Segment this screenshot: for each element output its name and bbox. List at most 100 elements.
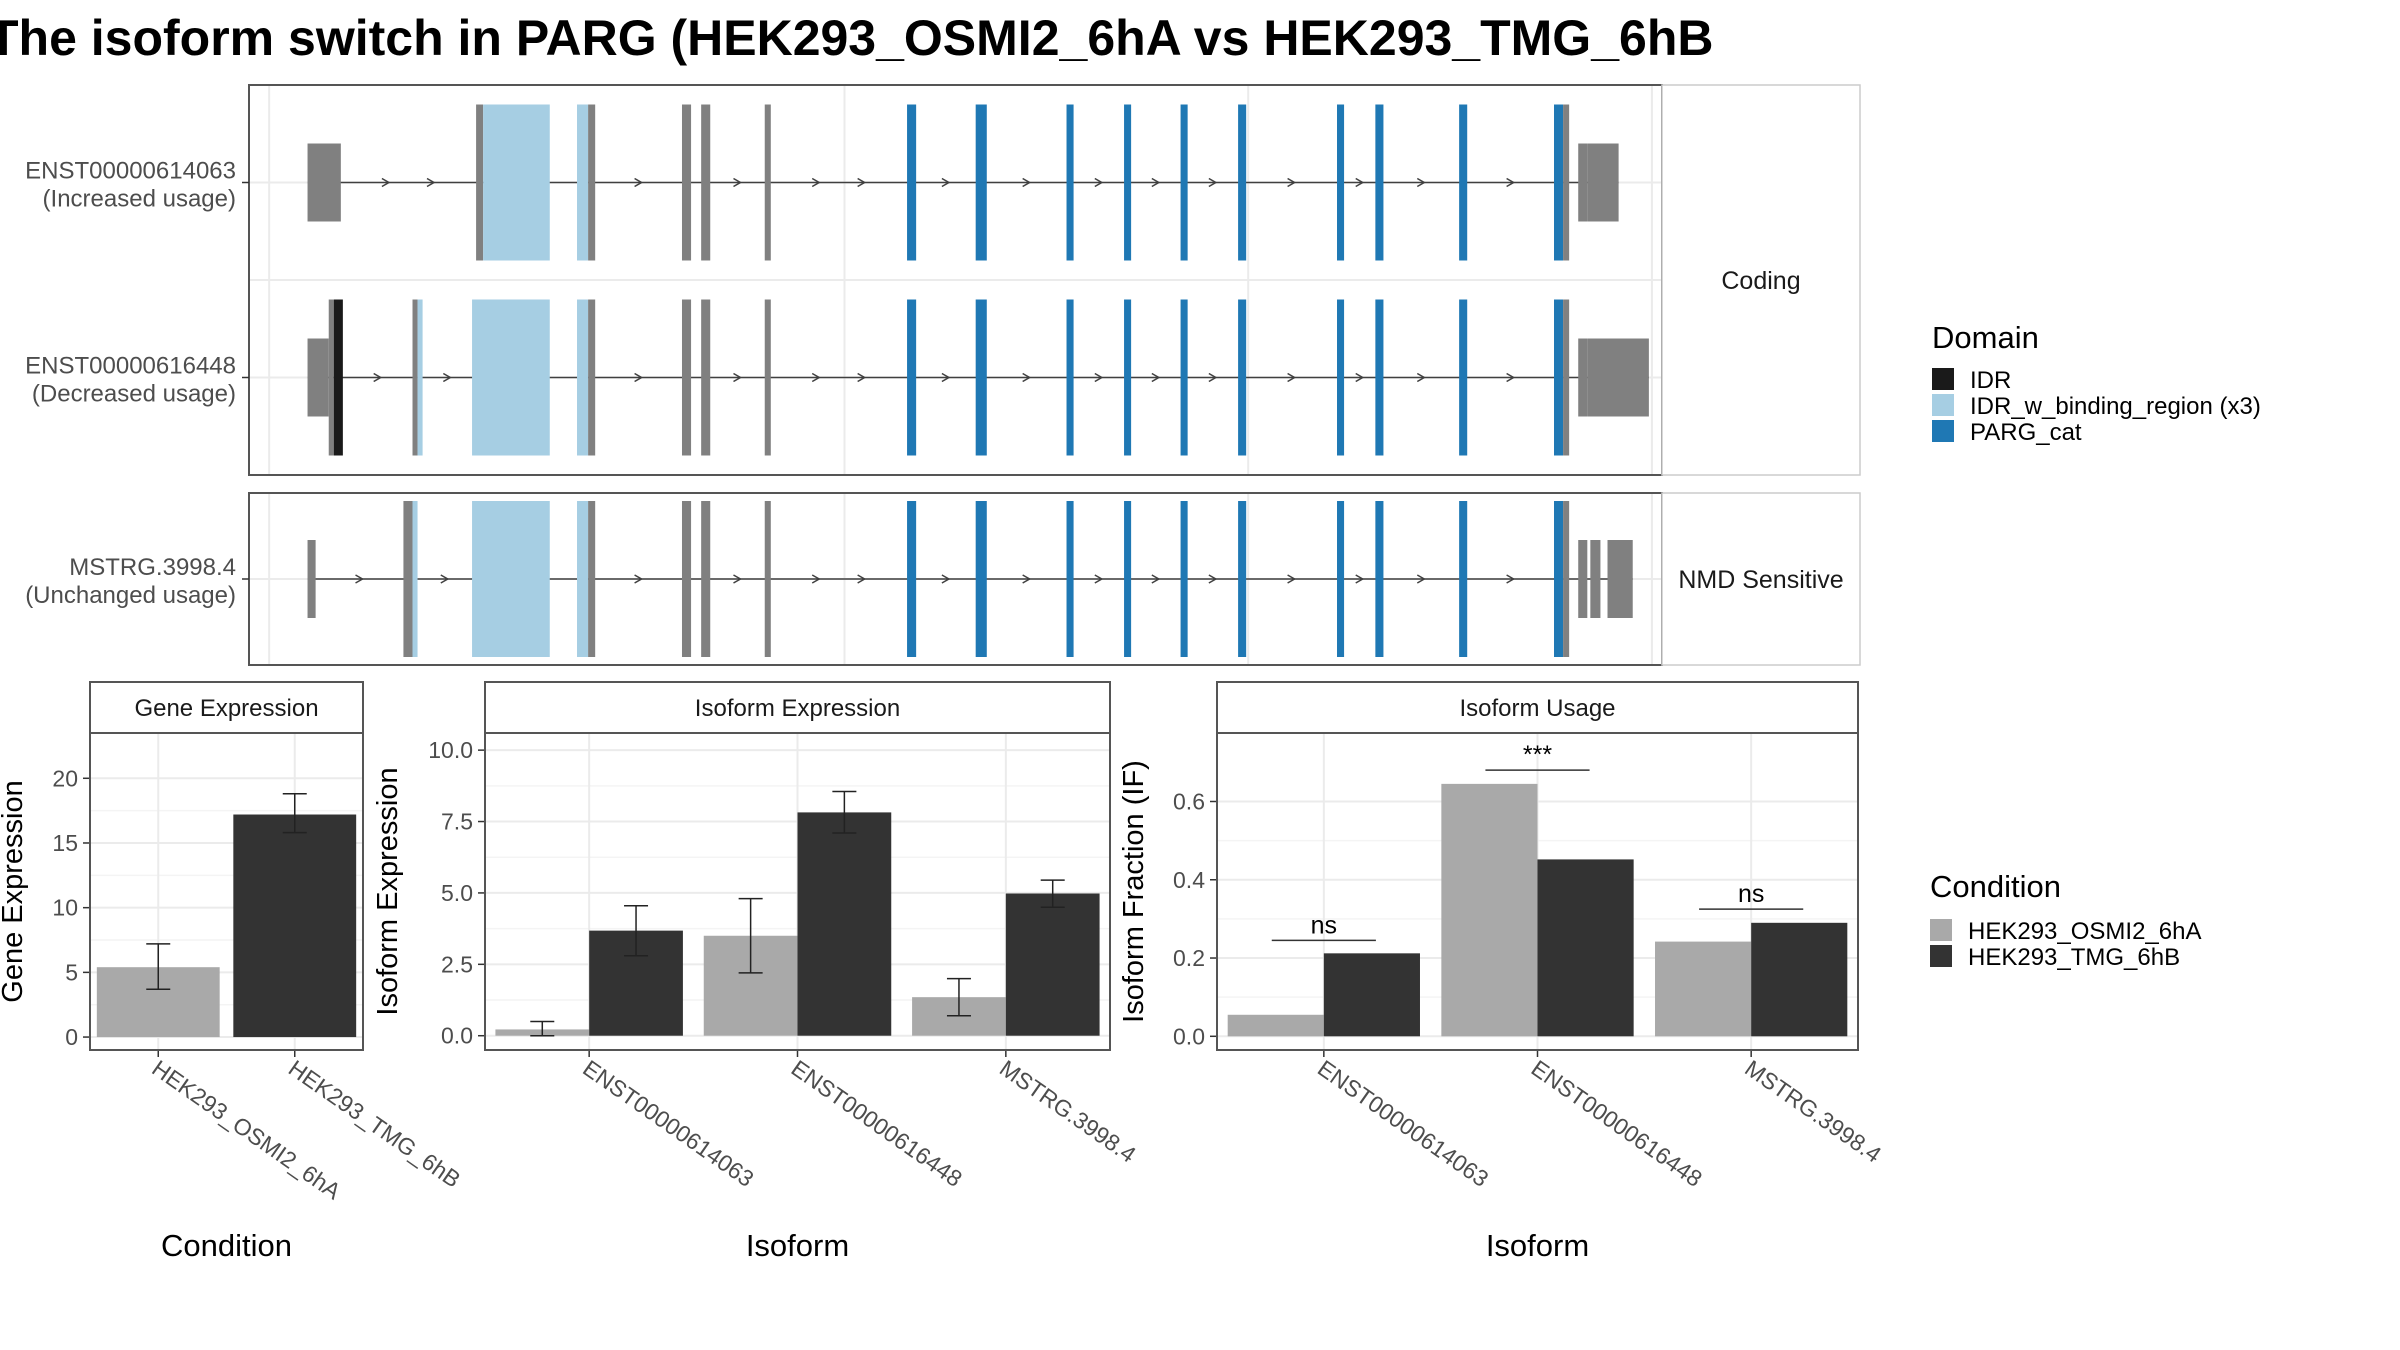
exon bbox=[1124, 104, 1132, 261]
bar bbox=[1005, 893, 1100, 1036]
legend-label: PARG_cat bbox=[1970, 419, 2082, 446]
structure-panel: NMD Sensitive bbox=[248, 492, 1861, 666]
y-tick-label: 20 bbox=[52, 765, 78, 791]
y-tick-label: 7.5 bbox=[441, 809, 473, 835]
intron-arrow bbox=[1208, 177, 1218, 188]
y-tick-label: 0.0 bbox=[1173, 1023, 1205, 1049]
intron-arrow bbox=[1506, 177, 1516, 188]
exon bbox=[1238, 299, 1247, 456]
bar bbox=[1227, 1014, 1324, 1037]
exon bbox=[764, 501, 771, 657]
legend-swatch bbox=[1932, 368, 1954, 390]
intron-arrow bbox=[811, 372, 821, 383]
exon bbox=[681, 299, 692, 456]
y-tick-label: 0.4 bbox=[1173, 867, 1205, 893]
y-tick-label: 0.6 bbox=[1173, 788, 1205, 814]
facet-strip bbox=[1216, 681, 1859, 734]
legend-swatch bbox=[1932, 394, 1954, 416]
exon bbox=[764, 104, 771, 261]
exon bbox=[1459, 104, 1468, 261]
exon bbox=[1607, 540, 1633, 618]
y-tick-label: 0 bbox=[65, 1024, 78, 1050]
intron-arrow bbox=[857, 177, 867, 188]
intron-arrow bbox=[941, 574, 951, 584]
legend-label: HEK293_TMG_6hB bbox=[1968, 944, 2180, 971]
exon bbox=[1066, 299, 1074, 456]
exon bbox=[588, 501, 596, 657]
exon bbox=[1375, 104, 1384, 261]
exon bbox=[1563, 501, 1570, 657]
exon bbox=[907, 501, 917, 657]
intron-arrow bbox=[442, 372, 452, 383]
figure-title: The isoform switch in PARG (HEK293_OSMI2… bbox=[0, 10, 1713, 66]
intron-arrow bbox=[426, 177, 436, 188]
intron-arrow bbox=[440, 574, 450, 584]
exon bbox=[1554, 299, 1564, 456]
structure-strip-label: NMD Sensitive bbox=[1678, 566, 1843, 594]
intron-arrow bbox=[1022, 574, 1032, 584]
legend-title: Domain bbox=[1932, 320, 2039, 355]
exon bbox=[412, 501, 418, 657]
facet-strip-label: Gene Expression bbox=[134, 695, 318, 722]
facet-strip bbox=[89, 681, 364, 734]
intron-arrow bbox=[811, 177, 821, 188]
exon bbox=[1124, 501, 1132, 657]
exon bbox=[577, 501, 589, 657]
exon bbox=[328, 299, 334, 456]
legend-swatch bbox=[1932, 420, 1954, 442]
exon bbox=[1563, 104, 1570, 261]
intron-arrow bbox=[1416, 177, 1426, 188]
intron-arrow bbox=[733, 177, 743, 188]
intron-arrow bbox=[634, 177, 644, 188]
intron-arrow bbox=[1287, 372, 1297, 383]
intron-arrow bbox=[1287, 574, 1297, 584]
exon bbox=[1180, 299, 1188, 456]
exon bbox=[1180, 501, 1188, 657]
exon bbox=[701, 501, 711, 657]
intron-arrow bbox=[1151, 574, 1161, 584]
intron-arrow bbox=[1287, 177, 1297, 188]
exon bbox=[1180, 104, 1188, 261]
y-tick-label: 0.2 bbox=[1173, 945, 1205, 971]
significance-label: ns bbox=[1311, 911, 1337, 939]
y-tick-label: 0.0 bbox=[441, 1023, 473, 1049]
intron-arrow bbox=[1094, 177, 1104, 188]
intron-arrow bbox=[1022, 177, 1032, 188]
y-tick-label: 2.5 bbox=[441, 951, 473, 977]
intron-arrow bbox=[1355, 574, 1365, 584]
exon bbox=[975, 501, 987, 657]
intron-arrow bbox=[1208, 372, 1218, 383]
exon bbox=[577, 104, 589, 261]
exon bbox=[1337, 501, 1345, 657]
intron-arrow bbox=[1151, 177, 1161, 188]
transcript-usage-label: (Decreased usage) bbox=[32, 381, 236, 408]
intron-arrow bbox=[1506, 372, 1516, 383]
exon bbox=[483, 104, 550, 261]
bar bbox=[1441, 783, 1538, 1037]
structure-strip-label: Coding bbox=[1721, 267, 1800, 295]
gene-structure-plot: Coding ENST00000614063(Increased usage) EN… bbox=[25, 84, 1861, 666]
structure-panel: Coding bbox=[248, 84, 1861, 476]
transcript-track bbox=[249, 299, 1662, 456]
exon bbox=[975, 299, 987, 456]
intron-arrow bbox=[1416, 574, 1426, 584]
exon bbox=[1554, 104, 1564, 261]
exon bbox=[307, 540, 316, 618]
transcript-track bbox=[249, 104, 1662, 261]
exon bbox=[975, 104, 987, 261]
transcript-id-label: ENST00000614063 bbox=[25, 158, 236, 185]
bar bbox=[797, 812, 892, 1036]
structure-strip bbox=[1661, 84, 1861, 476]
intron-arrow bbox=[733, 372, 743, 383]
exon bbox=[701, 104, 711, 261]
intron-arrow bbox=[634, 372, 644, 383]
transcript-id-label: ENST00000616448 bbox=[25, 353, 236, 380]
exon bbox=[412, 299, 418, 456]
bar bbox=[1537, 859, 1634, 1037]
x-axis-title: Isoform bbox=[1486, 1228, 1589, 1263]
intron-arrow bbox=[1022, 372, 1032, 383]
y-tick-label: 15 bbox=[52, 830, 78, 856]
facet-strip-label: Isoform Expression bbox=[695, 695, 900, 722]
